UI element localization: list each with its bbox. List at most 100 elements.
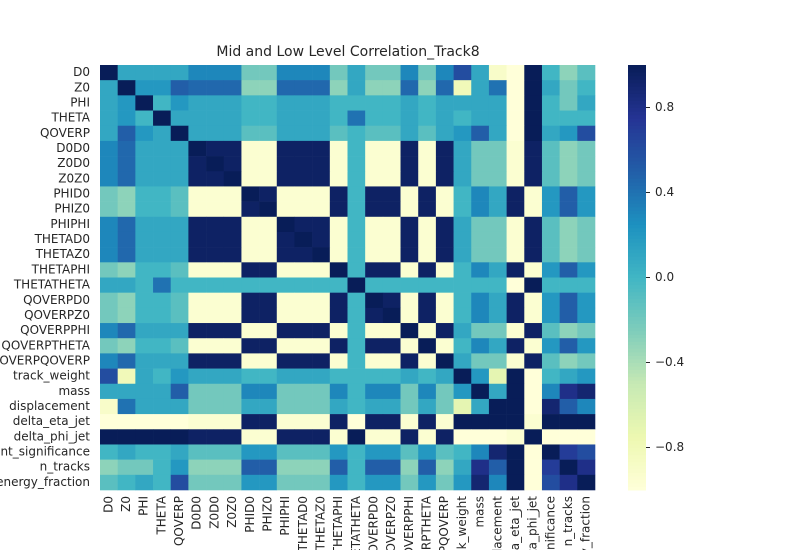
- heatmap-cell: [524, 398, 543, 415]
- heatmap-cell: [135, 186, 154, 202]
- heatmap-cell: [365, 353, 384, 369]
- heatmap-cell: [347, 171, 366, 187]
- heatmap-cell: [206, 140, 225, 157]
- heatmap-cell: [329, 292, 348, 309]
- heatmap-cell: [135, 383, 154, 400]
- heatmap-cell: [276, 414, 295, 430]
- heatmap-cell: [435, 65, 454, 81]
- heatmap-cell: [170, 474, 189, 491]
- heatmap-cell: [382, 429, 401, 445]
- heatmap-cell: [577, 186, 596, 202]
- heatmap-cell: [100, 262, 118, 278]
- heatmap-cell: [382, 140, 401, 157]
- heatmap-cell: [170, 125, 189, 142]
- heatmap-cell: [153, 414, 172, 430]
- heatmap-cell: [559, 459, 578, 476]
- heatmap-cell: [506, 307, 525, 324]
- colorbar-slice: [628, 394, 646, 399]
- heatmap-cell: [488, 110, 507, 127]
- heatmap-cell: [312, 292, 331, 309]
- heatmap-cell: [188, 383, 207, 400]
- colorbar-slice: [628, 412, 646, 417]
- heatmap-cell: [559, 140, 578, 157]
- heatmap-cell: [170, 338, 189, 354]
- heatmap-cell: [294, 323, 313, 339]
- heatmap-cell: [206, 80, 225, 96]
- heatmap-cell: [577, 383, 596, 400]
- heatmap-cell: [294, 459, 313, 476]
- heatmap-cell: [347, 247, 366, 263]
- heatmap-cell: [506, 140, 525, 157]
- heatmap-cell: [488, 247, 507, 263]
- heatmap-cell: [453, 459, 472, 476]
- heatmap-cell: [347, 459, 366, 476]
- heatmap-cell: [241, 216, 260, 233]
- heatmap-cell: [559, 292, 578, 309]
- y-tick-label: QOVERPZ0: [24, 308, 90, 322]
- heatmap-cell: [488, 80, 507, 96]
- heatmap-cell: [100, 459, 118, 476]
- colorbar-slice: [628, 86, 646, 91]
- heatmap-cell: [541, 262, 560, 278]
- heatmap-cell: [418, 95, 437, 111]
- heatmap-cell: [524, 474, 543, 491]
- heatmap-cell: [117, 262, 136, 278]
- heatmap-cell: [471, 323, 490, 339]
- heatmap-cell: [135, 110, 154, 127]
- heatmap-cell: [294, 247, 313, 263]
- colorbar-slice: [628, 203, 646, 208]
- colorbar-slice: [628, 433, 646, 438]
- heatmap-cell: [329, 231, 348, 248]
- heatmap-cell: [223, 459, 242, 476]
- heatmap-cell: [312, 110, 331, 127]
- heatmap-cell: [400, 140, 419, 157]
- heatmap-cell: [153, 292, 172, 309]
- heatmap-cell: [559, 65, 578, 81]
- heatmap-cell: [259, 414, 278, 430]
- colorbar-slice: [628, 447, 646, 452]
- heatmap-cell: [329, 323, 348, 339]
- heatmap-cell: [276, 323, 295, 339]
- heatmap-cell: [506, 353, 525, 369]
- heatmap-cell: [471, 474, 490, 491]
- heatmap-cell: [276, 171, 295, 187]
- colorbar-slice: [628, 373, 646, 378]
- heatmap-cell: [241, 186, 260, 202]
- heatmap-cell: [453, 307, 472, 324]
- heatmap-cell: [577, 95, 596, 111]
- colorbar-slice: [628, 273, 646, 278]
- colorbar-slice: [628, 259, 646, 264]
- heatmap-cell: [170, 353, 189, 369]
- heatmap-cell: [241, 65, 260, 81]
- heatmap-cell: [223, 186, 242, 202]
- heatmap-cell: [506, 110, 525, 127]
- heatmap-cell: [188, 338, 207, 354]
- heatmap-cell: [329, 474, 348, 491]
- heatmap-cell: [135, 247, 154, 263]
- x-tick-label: delta_phi_jet: [526, 496, 540, 550]
- heatmap-cell: [170, 201, 189, 218]
- heatmap-cell: [259, 216, 278, 233]
- heatmap-cell: [170, 398, 189, 415]
- heatmap-cell: [135, 201, 154, 218]
- heatmap-cell: [312, 262, 331, 278]
- heatmap-cell: [241, 292, 260, 309]
- heatmap-cell: [524, 353, 543, 369]
- heatmap-cell: [188, 398, 207, 415]
- heatmap-cell: [294, 201, 313, 218]
- heatmap-cell: [365, 140, 384, 157]
- colorbar-slice: [628, 132, 646, 137]
- heatmap-cell: [506, 323, 525, 339]
- colorbar-slice: [628, 291, 646, 296]
- heatmap-cell: [382, 216, 401, 233]
- colorbar-slice: [628, 426, 646, 431]
- y-tick-label: Z0D0: [57, 156, 90, 170]
- heatmap-cell: [276, 277, 295, 293]
- heatmap-cell: [541, 414, 560, 430]
- heatmap-cell: [276, 429, 295, 445]
- heatmap-cell: [541, 125, 560, 142]
- heatmap-cell: [488, 95, 507, 111]
- heatmap-cell: [471, 459, 490, 476]
- heatmap-cell: [577, 307, 596, 324]
- heatmap-cell: [329, 459, 348, 476]
